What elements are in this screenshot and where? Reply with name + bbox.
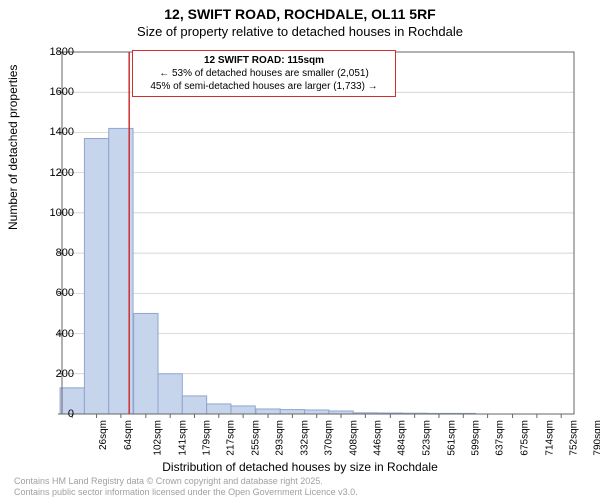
- x-tick: 217sqm: [226, 420, 237, 456]
- y-tick: 1800: [50, 46, 74, 58]
- chart-container: 12, SWIFT ROAD, ROCHDALE, OL11 5RF Size …: [0, 0, 600, 500]
- x-tick: 599sqm: [471, 420, 482, 456]
- annotation-line2: ← 53% of detached houses are smaller (2,…: [139, 67, 389, 80]
- x-tick: 790sqm: [593, 420, 600, 456]
- x-tick: 255sqm: [250, 420, 261, 456]
- y-axis-label: Number of detached properties: [6, 65, 20, 230]
- x-tick: 637sqm: [495, 420, 506, 456]
- title-main: 12, SWIFT ROAD, ROCHDALE, OL11 5RF: [0, 6, 600, 22]
- x-tick: 714sqm: [544, 420, 555, 456]
- footer-line1: Contains HM Land Registry data © Crown c…: [14, 476, 358, 487]
- footer: Contains HM Land Registry data © Crown c…: [14, 476, 358, 498]
- footer-line2: Contains public sector information licen…: [14, 487, 358, 498]
- x-tick: 561sqm: [446, 420, 457, 456]
- y-tick: 1200: [50, 167, 74, 179]
- x-axis-label: Distribution of detached houses by size …: [0, 460, 600, 474]
- y-tick: 200: [56, 368, 74, 380]
- y-tick: 0: [68, 408, 74, 420]
- annotation-line1: 12 SWIFT ROAD: 115sqm: [139, 54, 389, 67]
- x-tick: 102sqm: [152, 420, 163, 456]
- y-tick: 1400: [50, 126, 74, 138]
- annotation-line3: 45% of semi-detached houses are larger (…: [139, 80, 389, 93]
- x-tick: 675sqm: [519, 420, 530, 456]
- y-tick: 800: [56, 247, 74, 259]
- x-tick: 370sqm: [324, 420, 335, 456]
- x-tick: 523sqm: [422, 420, 433, 456]
- y-tick: 1000: [50, 207, 74, 219]
- chart-svg: [58, 48, 578, 418]
- y-tick: 600: [56, 287, 74, 299]
- x-tick: 293sqm: [275, 420, 286, 456]
- x-tick: 179sqm: [202, 420, 213, 456]
- x-tick: 484sqm: [397, 420, 408, 456]
- title-sub: Size of property relative to detached ho…: [0, 24, 600, 39]
- plot-area: [58, 48, 578, 418]
- x-tick: 408sqm: [348, 420, 359, 456]
- x-tick: 752sqm: [568, 420, 579, 456]
- annotation-box: 12 SWIFT ROAD: 115sqm ← 53% of detached …: [132, 50, 396, 97]
- x-tick: 446sqm: [373, 420, 384, 456]
- y-tick: 400: [56, 328, 74, 340]
- y-tick: 1600: [50, 86, 74, 98]
- x-tick: 64sqm: [123, 420, 134, 450]
- x-tick: 332sqm: [300, 420, 311, 456]
- x-tick: 141sqm: [177, 420, 188, 456]
- x-tick: 26sqm: [98, 420, 109, 450]
